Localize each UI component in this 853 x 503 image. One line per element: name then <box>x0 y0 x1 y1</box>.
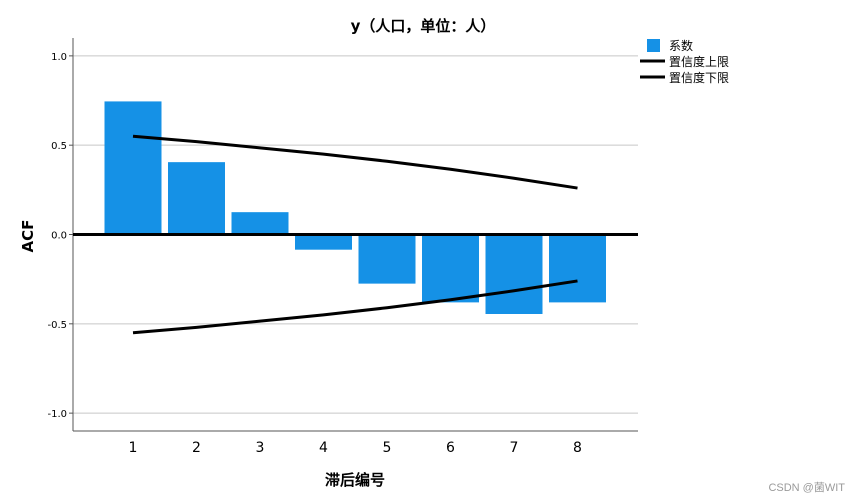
watermark: CSDN @菌WIT <box>768 482 845 494</box>
y-tick-label: 1.0 <box>51 52 67 63</box>
y-tick-label: -0.5 <box>47 320 67 331</box>
x-tick-label: 5 <box>383 440 392 456</box>
bar-lag-6 <box>422 234 479 303</box>
confidence-lines <box>132 134 578 335</box>
legend-label-coef: 系数 <box>669 38 693 53</box>
x-tick-label: 6 <box>446 440 455 456</box>
upper-confidence-line <box>132 134 578 190</box>
y-tick-labels: 1.0 0.5 0.0 -0.5 -1.0 <box>47 52 73 420</box>
bar-lag-3 <box>231 212 289 235</box>
gridlines <box>73 55 638 414</box>
axes <box>72 38 638 432</box>
x-axis-label: 滞后编号 <box>325 471 385 489</box>
legend: 系数 置信度上限 置信度下限 <box>640 38 729 85</box>
x-tick-labels: 1 2 3 4 5 6 7 8 <box>129 440 582 456</box>
bar-lag-2 <box>168 162 225 235</box>
lower-confidence-line <box>132 279 578 335</box>
y-tick-label: 0.0 <box>51 231 67 242</box>
legend-label-lower: 置信度下限 <box>669 70 729 85</box>
legend-swatch-bar <box>647 39 660 52</box>
x-tick-label: 2 <box>192 440 201 456</box>
y-tick-label: -1.0 <box>47 409 67 420</box>
legend-label-upper: 置信度上限 <box>669 54 729 69</box>
chart-title: y（人口，单位：人） <box>351 17 496 35</box>
x-tick-label: 4 <box>319 440 328 456</box>
y-tick-label: 0.5 <box>51 141 67 152</box>
x-tick-label: 8 <box>573 440 582 456</box>
bar-lag-8 <box>549 234 606 303</box>
bar-lag-5 <box>358 234 416 284</box>
y-axis-label: ACF <box>19 220 37 253</box>
bar-lag-4 <box>295 234 352 250</box>
x-tick-label: 3 <box>256 440 265 456</box>
bar-lag-1 <box>104 101 162 235</box>
x-tick-label: 1 <box>129 440 138 456</box>
x-tick-label: 7 <box>510 440 519 456</box>
bars <box>104 101 606 314</box>
bar-lag-7 <box>485 234 543 314</box>
